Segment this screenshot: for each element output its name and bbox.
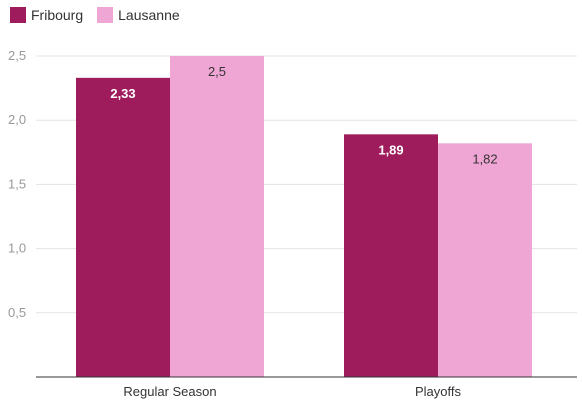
data-label: 1,89: [378, 142, 403, 157]
bar: [344, 134, 438, 377]
legend: Fribourg Lausanne: [10, 7, 180, 23]
y-tick-label: 2,0: [8, 112, 26, 127]
bar: [438, 143, 532, 377]
y-tick-label: 2,5: [8, 48, 26, 63]
legend-swatch-fribourg: [10, 7, 26, 23]
data-label: 2,33: [110, 86, 135, 101]
bar: [170, 56, 264, 377]
legend-label-lausanne: Lausanne: [118, 7, 180, 23]
data-label: 2,5: [208, 64, 226, 79]
legend-item-fribourg: Fribourg: [10, 7, 83, 23]
x-tick-label: Regular Season: [123, 384, 216, 399]
x-tick-label: Playoffs: [415, 384, 462, 399]
data-label: 1,82: [472, 151, 497, 166]
y-tick-label: 1,0: [8, 241, 26, 256]
y-tick-label: 1,5: [8, 176, 26, 191]
legend-swatch-lausanne: [97, 7, 114, 23]
y-tick-label: 0,5: [8, 305, 26, 320]
legend-item-lausanne: Lausanne: [97, 7, 180, 23]
bar: [76, 77, 170, 377]
legend-label-fribourg: Fribourg: [31, 7, 84, 23]
